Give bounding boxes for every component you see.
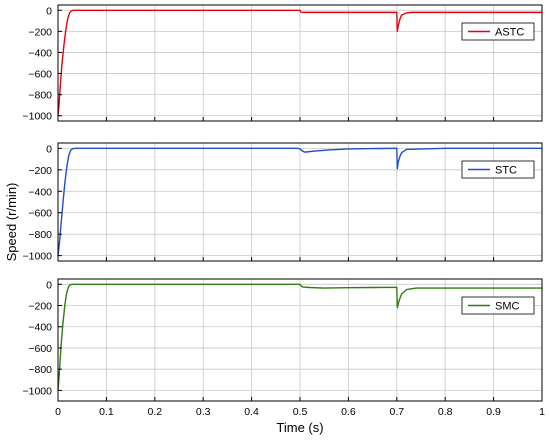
y-tick-label: −800	[28, 229, 52, 241]
x-tick-label: 0	[55, 406, 61, 418]
x-tick-label: 0.3	[196, 406, 211, 418]
legend-label: STC	[495, 165, 517, 177]
y-tick-label: −1000	[23, 385, 53, 397]
y-tick-label: −1000	[23, 251, 53, 263]
x-tick-label: 1	[539, 406, 545, 418]
panel-2: 0 −200 −400 −600 −800 −1000 STC	[23, 142, 543, 263]
y-tick-label: −800	[28, 90, 52, 102]
legend-box	[461, 160, 535, 179]
x-axis-title: Time (s)	[276, 420, 323, 435]
series-line-smc	[57, 283, 542, 391]
y-tick-label: 0	[46, 5, 52, 17]
y-axis-title: Speed (r/min)	[4, 183, 19, 262]
y-tick-label: 0	[46, 143, 52, 155]
legend-box	[461, 22, 535, 41]
y-tick-label: −400	[28, 322, 52, 334]
y-tick-label: −200	[28, 165, 52, 177]
y-tick-label: −200	[28, 301, 52, 313]
legend-label: SMC	[495, 301, 520, 313]
legend-box	[461, 296, 535, 315]
x-tick-label: 0.8	[438, 406, 453, 418]
legend: STC	[461, 160, 535, 179]
series-line-astc	[57, 9, 542, 116]
x-tick-label: 0.5	[293, 406, 308, 418]
legend: SMC	[461, 296, 535, 315]
x-tick-label: 0.6	[341, 406, 356, 418]
legend-label: ASTC	[495, 27, 524, 39]
y-tick-label: 0	[46, 279, 52, 291]
y-tick-label: −400	[28, 47, 52, 59]
panel-1: 0 −200 −400 −600 −800 −1000 ASTC	[23, 4, 543, 123]
x-tick-label: 0.2	[147, 406, 162, 418]
y-tick-label: −200	[28, 26, 52, 38]
y-tick-label: −600	[28, 208, 52, 220]
x-tick-label: 0.4	[244, 406, 259, 418]
y-tick-label: −400	[28, 186, 52, 198]
x-tick-label: 0.1	[99, 406, 114, 418]
series-line-stc	[57, 147, 542, 256]
y-tick-label: −800	[28, 364, 52, 376]
y-tick-label: −600	[28, 343, 52, 355]
x-tick-label: 0.7	[389, 406, 404, 418]
y-tick-label: −600	[28, 69, 52, 81]
legend: ASTC	[461, 22, 535, 41]
panel-3: 0 −200 −400 −600 −800 −1000 SMC	[23, 278, 543, 402]
y-tick-label: −1000	[23, 111, 53, 123]
x-tick-label: 0.9	[486, 406, 501, 418]
